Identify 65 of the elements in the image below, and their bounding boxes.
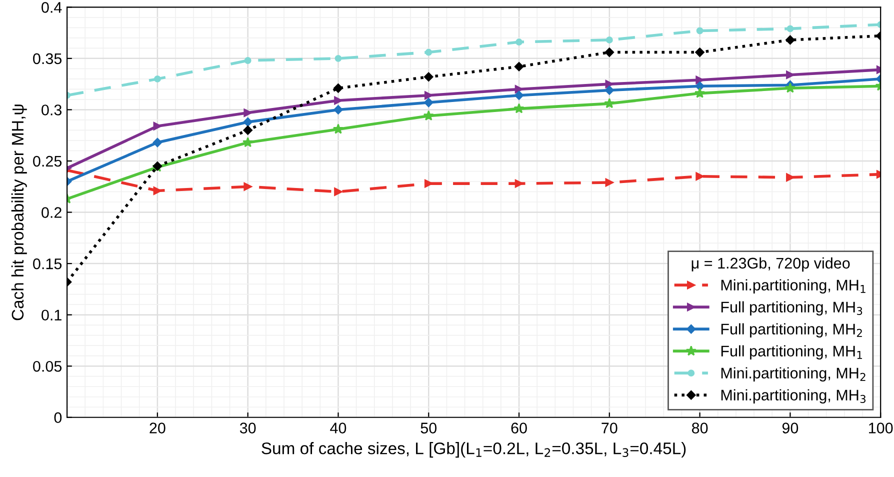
x-tick-label: 60 [511, 422, 527, 434]
point [152, 138, 162, 148]
point [514, 85, 524, 94]
point [153, 122, 162, 130]
point [604, 98, 615, 108]
point [695, 82, 704, 91]
y-tick-label: 0.1 [42, 310, 62, 321]
point [604, 48, 614, 57]
point [423, 110, 434, 120]
point [242, 136, 254, 148]
point [516, 38, 522, 46]
point [694, 88, 706, 98]
y-tick-label: 0.35 [33, 53, 62, 64]
point [334, 96, 342, 105]
point [424, 98, 434, 108]
point [786, 35, 795, 45]
legend-label: Mini.partitioning, MH$_{1}$ [721, 279, 866, 294]
y-tick-label: 0.25 [33, 156, 62, 167]
y-tick-label: 0.15 [33, 258, 62, 270]
y-tick-label: 0.05 [33, 360, 62, 372]
point [605, 178, 614, 187]
point [604, 86, 614, 95]
point [244, 57, 252, 64]
y-axis-title: Cach hit probability per MH,ψ [11, 104, 27, 320]
legend-label: Full partitioning, MH$_{2}$ [721, 323, 862, 338]
point [514, 103, 524, 114]
y-tick-label: 0.3 [42, 104, 62, 116]
x-tick-label: 50 [420, 422, 437, 434]
x-tick-label: 90 [782, 422, 798, 434]
point [425, 48, 432, 56]
x-tick-label: 100 [869, 422, 893, 434]
x-tick-label: 40 [330, 422, 346, 434]
legend-title: μ = 1.23Gb, 720p video [692, 257, 850, 272]
point [696, 172, 704, 181]
x-tick-label: 70 [602, 422, 618, 434]
y-tick-label: 0.2 [42, 207, 62, 218]
point [332, 124, 344, 134]
point [244, 108, 252, 117]
point [154, 75, 161, 82]
legend-label: Mini.partitioning, MH$_{3}$ [721, 389, 866, 404]
point [334, 188, 342, 196]
legend-label: Mini.partitioning, MH$_{2}$ [721, 367, 866, 382]
y-tick-label: 0 [54, 412, 62, 424]
x-tick-label: 30 [240, 422, 256, 434]
legend-label: Full partitioning, MH$_{1}$ [721, 345, 862, 360]
point [514, 62, 524, 72]
x-tick-label: 80 [692, 422, 708, 434]
point [243, 117, 252, 127]
x-tick-label: 20 [150, 422, 166, 434]
point [695, 48, 704, 57]
point [514, 90, 524, 100]
point [244, 182, 252, 191]
x-axis-title: Sum of cache sizes, L [Gb](L$_{1}$=0.2L, L$_{2}$=0.35L, L$_{3}$=0.45L) [262, 442, 686, 458]
point [334, 84, 343, 93]
point [334, 54, 342, 62]
point [784, 82, 796, 93]
y-tick-label: 0.4 [42, 2, 62, 13]
point [696, 76, 704, 84]
point [424, 72, 434, 82]
point [243, 126, 252, 135]
point [696, 27, 704, 34]
point [786, 25, 794, 32]
point [606, 36, 613, 44]
legend-label: Full partitioning, MH$_{3}$ [721, 301, 862, 316]
point [334, 105, 343, 114]
